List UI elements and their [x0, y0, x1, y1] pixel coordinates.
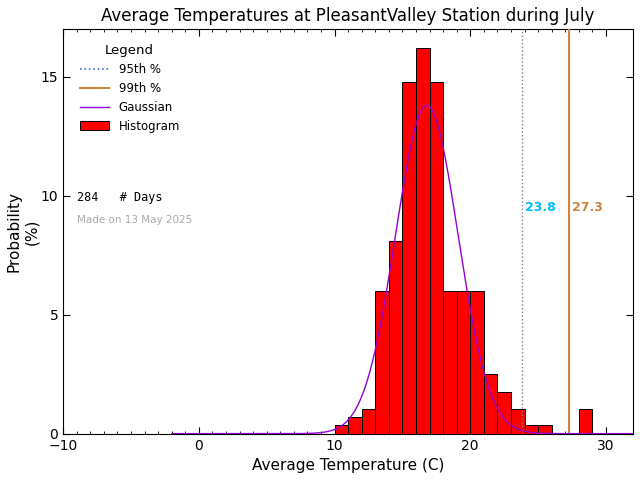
Text: Made on 13 May 2025: Made on 13 May 2025: [77, 216, 193, 226]
Bar: [511, 408, 525, 433]
Title: Average Temperatures at PleasantValley Station during July: Average Temperatures at PleasantValley S…: [102, 7, 595, 25]
Bar: [416, 48, 429, 433]
Legend: 95th %, 99th %, Gaussian, Histogram: 95th %, 99th %, Gaussian, Histogram: [75, 39, 184, 137]
Bar: [579, 408, 593, 433]
Bar: [348, 417, 362, 433]
Bar: [403, 82, 416, 433]
Bar: [538, 425, 552, 433]
Text: 284   # Days: 284 # Days: [77, 191, 163, 204]
Y-axis label: Probability
(%): Probability (%): [7, 191, 39, 272]
Text: 23.8: 23.8: [525, 201, 556, 214]
Bar: [389, 241, 403, 433]
Bar: [525, 425, 538, 433]
X-axis label: Average Temperature (C): Average Temperature (C): [252, 458, 444, 473]
Text: 27.3: 27.3: [572, 201, 603, 214]
Bar: [429, 82, 443, 433]
Bar: [362, 408, 375, 433]
Bar: [375, 291, 389, 433]
Bar: [497, 392, 511, 433]
Bar: [457, 291, 470, 433]
Bar: [443, 291, 457, 433]
Bar: [335, 425, 348, 433]
Bar: [470, 291, 484, 433]
Bar: [484, 374, 497, 433]
